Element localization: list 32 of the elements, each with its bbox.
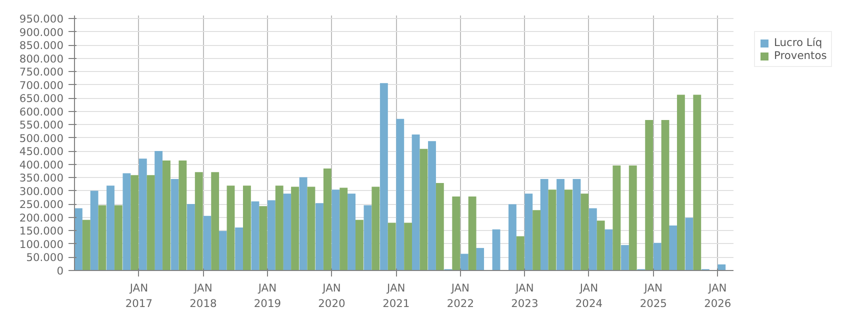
y-tick-label: 300.000 <box>19 184 64 198</box>
x-tick-label: JAN 2021 <box>382 282 410 310</box>
y-tick-label: 400.000 <box>19 158 64 172</box>
y-tick-label: 50.000 <box>26 251 64 264</box>
y-tick-label: 100.000 <box>19 238 64 251</box>
y-tick-label: 850.000 <box>19 39 64 52</box>
y-tick-label: 450.000 <box>19 145 64 158</box>
y-tick-label: 650.000 <box>19 92 64 106</box>
y-tick-label: 900.000 <box>19 26 64 39</box>
legend-label: Lucro Líq <box>774 36 822 49</box>
x-tick-label: JAN 2017 <box>125 282 153 310</box>
y-tick-label: 750.000 <box>19 66 64 79</box>
x-tick-label: JAN 2019 <box>254 282 282 310</box>
y-tick-label: 500.000 <box>19 132 64 145</box>
x-tick-label: JAN 2026 <box>704 282 732 310</box>
y-tick-label: 200.000 <box>19 211 64 224</box>
y-tick-label: 250.000 <box>19 198 64 212</box>
y-tick-label: 350.000 <box>19 172 64 185</box>
x-tick-label: JAN 2020 <box>318 282 346 310</box>
y-tick-label: 0 <box>56 264 64 278</box>
y-tick-label: 700.000 <box>19 78 64 92</box>
x-tick-label: JAN 2018 <box>190 282 217 310</box>
y-tick-label: 550.000 <box>19 118 64 132</box>
x-tick-label: JAN 2023 <box>511 282 538 310</box>
x-tick-label: JAN 2025 <box>640 282 667 310</box>
x-tick-label: JAN 2024 <box>575 282 603 310</box>
y-tick-label: 150.000 <box>19 224 64 238</box>
y-tick-label: 600.000 <box>19 105 64 118</box>
y-tick-label: 950.000 <box>19 12 64 26</box>
y-tick-label: 800.000 <box>19 52 64 66</box>
x-tick-label: JAN 2022 <box>446 282 474 310</box>
legend-label: Proventos <box>774 49 827 62</box>
